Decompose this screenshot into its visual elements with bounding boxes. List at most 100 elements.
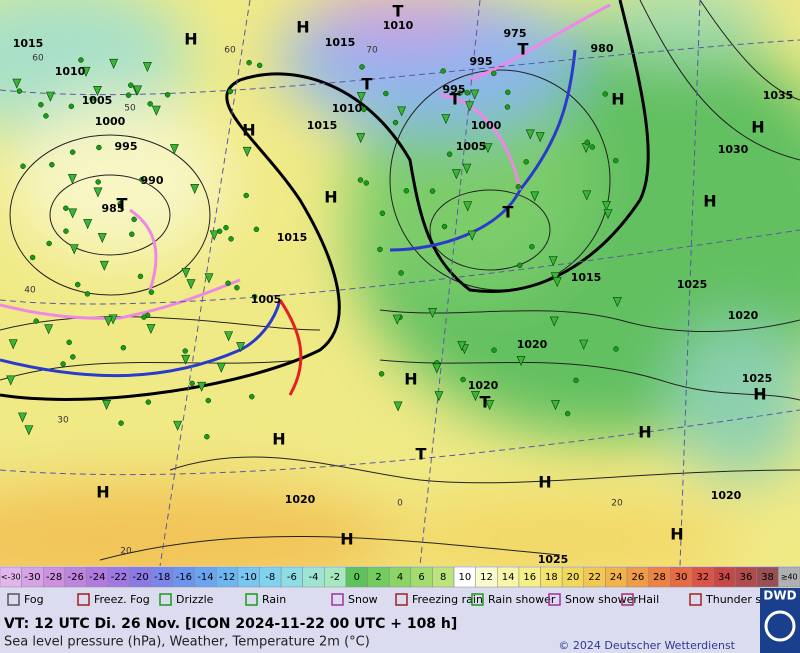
rain-symbol (491, 70, 497, 77)
shower-symbol (470, 89, 480, 100)
rain-symbol (125, 92, 132, 98)
temperature-label: 12 (480, 572, 493, 583)
shower-symbol (44, 324, 54, 335)
isobar-label: 1025 (538, 553, 569, 566)
isobar-label: 995 (115, 140, 138, 153)
rain-symbol (204, 433, 210, 440)
temperature-label: 10 (458, 572, 471, 583)
shower-symbol (109, 58, 119, 69)
shower-symbol (197, 381, 207, 392)
main-isobars (0, 0, 650, 401)
weather-label: Snow (348, 593, 378, 606)
shower-symbol (551, 400, 560, 411)
high-label: H (611, 90, 624, 109)
rain-symbol (429, 188, 436, 194)
shower-symbol (612, 297, 622, 308)
isobar-label: 1015 (325, 36, 356, 49)
rain-symbol (602, 91, 608, 97)
rain-symbol (70, 354, 76, 360)
graticule-label: 50 (124, 104, 136, 114)
graticule-label: 20 (611, 499, 623, 509)
shower-symbol (356, 92, 366, 103)
temperature-label: 36 (740, 572, 753, 583)
weather-icon (245, 593, 258, 606)
logo-swirl (764, 610, 796, 642)
high-label: H (538, 473, 551, 492)
graticule-label: 70 (366, 46, 378, 56)
rain-symbol (20, 163, 26, 169)
rain-symbol (147, 101, 153, 107)
shower-symbol (579, 339, 589, 350)
rain-symbol (378, 371, 385, 377)
high-label: H (324, 188, 337, 207)
rain-symbol (515, 184, 522, 190)
rain-symbol (457, 90, 463, 96)
high-label: H (638, 423, 651, 442)
rain-symbol (243, 192, 249, 199)
rain-symbol (89, 95, 95, 102)
high-label: H (184, 30, 197, 49)
graticule-label: 60 (32, 54, 44, 64)
isobar-label: 975 (504, 27, 527, 40)
temperature-label: ≥40 (781, 573, 798, 582)
temperature-label: 34 (718, 572, 731, 583)
rain-symbol (225, 280, 231, 286)
isobar-label: 1035 (763, 89, 794, 102)
rain-symbol (145, 399, 152, 405)
copyright: © 2024 Deutscher Wetterdienst (558, 639, 735, 652)
isobar-label: 995 (470, 55, 493, 68)
rain-symbol (523, 159, 529, 165)
rain-symbol (377, 246, 383, 253)
shower-symbol (236, 342, 246, 353)
rain-symbol (127, 82, 134, 88)
weather-label: Hail (638, 593, 659, 606)
low-label: T (393, 2, 404, 21)
rain-symbol (256, 62, 263, 69)
isobar-label: 1010 (55, 65, 86, 78)
shower-symbol (83, 219, 93, 230)
low-label: T (518, 40, 529, 59)
temperature-label: -22 (111, 572, 127, 583)
rain-symbol (359, 64, 365, 70)
shower-symbol (462, 163, 472, 174)
fronts (0, 3, 611, 396)
rain-symbol (16, 88, 23, 94)
temperature-label: -24 (89, 572, 105, 583)
high-label: H (404, 370, 417, 389)
high-label: H (703, 192, 716, 211)
rain-symbol (516, 262, 523, 269)
rain-symbol (38, 101, 44, 108)
shower-symbol (485, 400, 495, 411)
shower-symbol (209, 230, 219, 241)
rain-symbol (164, 92, 171, 98)
shower-symbol (99, 260, 109, 271)
rain-symbol (441, 223, 448, 230)
isobar-label: 1010 (383, 19, 414, 32)
temperature-label: <-30 (1, 573, 21, 582)
rain-symbol (148, 289, 155, 295)
shower-symbol (463, 201, 473, 212)
shower-symbol (181, 354, 191, 365)
shower-symbol (102, 399, 112, 411)
weather-icon (621, 593, 634, 606)
map-labels: 1015 1010 1005 1000 995 990 985 1010 1015 1010 101… (13, 2, 794, 567)
high-label: H (242, 121, 255, 140)
rain-symbol (95, 179, 101, 185)
shower-symbol (93, 187, 103, 198)
shower-symbol (186, 279, 196, 290)
temperature-label: -6 (287, 572, 297, 583)
rain-symbol (361, 106, 367, 113)
shower-symbol (68, 208, 78, 219)
rain-symbol (63, 228, 69, 234)
shower-symbol (216, 362, 226, 373)
temperature-label: 22 (588, 572, 601, 583)
temperature-label: -28 (46, 572, 62, 583)
weather-legend: Fog Freez. Fog Drizzle Rain Snow Freezing rai… (7, 593, 787, 606)
rain-symbol (529, 243, 535, 250)
shower-symbol (397, 106, 407, 117)
isobar-label: 1020 (728, 309, 759, 322)
rain-symbol (60, 361, 66, 367)
shower-symbol (146, 323, 156, 334)
rain-symbol (46, 240, 52, 247)
